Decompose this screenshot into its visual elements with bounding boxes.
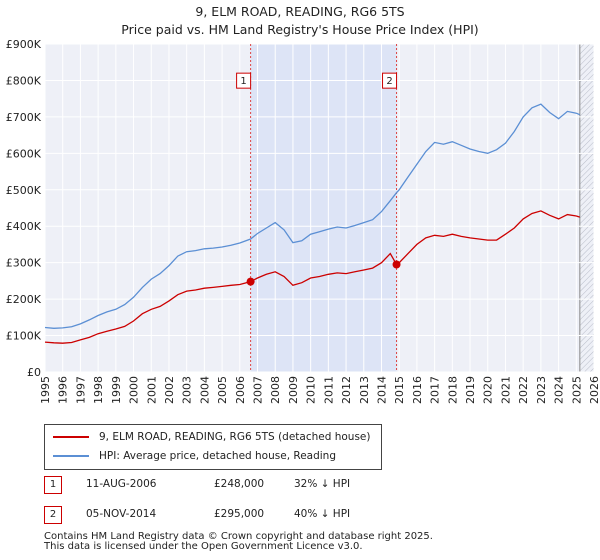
property-price-line bbox=[44, 210, 580, 344]
legend-swatch-hpi bbox=[53, 455, 89, 457]
legend-label-hpi: HPI: Average price, detached house, Read… bbox=[99, 450, 336, 462]
hpi-line bbox=[44, 103, 581, 329]
legend-label-property: 9, ELM ROAD, READING, RG6 5TS (detached … bbox=[99, 431, 371, 443]
x-tick-label: 1996 bbox=[57, 376, 70, 404]
x-tick-label: 1999 bbox=[110, 376, 123, 404]
transaction-hpi-diff: 40% ↓ HPI bbox=[294, 508, 351, 520]
x-tick-label: 2003 bbox=[181, 376, 194, 404]
x-tick-label: 2006 bbox=[234, 376, 247, 404]
x-tick-label: 2013 bbox=[358, 376, 371, 404]
y-tick-label: £100K bbox=[6, 330, 42, 343]
y-tick-label: £0 bbox=[27, 366, 41, 379]
legend: 9, ELM ROAD, READING, RG6 5TS (detached … bbox=[44, 424, 382, 470]
x-tick-label: 2020 bbox=[482, 376, 495, 404]
transaction-date: 11-AUG-2006 bbox=[86, 478, 157, 490]
x-tick-label: 2014 bbox=[375, 376, 388, 404]
x-tick-label: 2012 bbox=[340, 376, 353, 404]
x-tick-label: 1998 bbox=[92, 376, 105, 404]
x-tick-label: 2004 bbox=[198, 376, 211, 404]
x-tick-label: 2000 bbox=[128, 376, 141, 404]
x-tick-label: 2001 bbox=[145, 376, 158, 404]
y-tick-label: £500K bbox=[6, 184, 42, 197]
transaction-row: 2 05-NOV-2014 £295,000 40% ↓ HPI bbox=[44, 506, 444, 526]
future-hatch-region bbox=[579, 44, 594, 372]
x-tick-label: 2023 bbox=[535, 376, 548, 404]
x-tick-label: 2016 bbox=[411, 376, 424, 404]
y-tick-label: £400K bbox=[6, 220, 42, 233]
y-tick-label: £200K bbox=[6, 293, 42, 306]
x-tick-label: 1997 bbox=[74, 376, 87, 404]
ownership-period-shading bbox=[250, 44, 397, 372]
transaction-marker-box bbox=[382, 72, 398, 89]
y-tick-label: £900K bbox=[6, 38, 42, 51]
chart-title: 9, ELM ROAD, READING, RG6 5TS bbox=[195, 4, 405, 19]
y-tick-label: £700K bbox=[6, 111, 42, 124]
y-tick-label: £600K bbox=[6, 147, 42, 160]
x-tick-label: 2009 bbox=[287, 376, 300, 404]
legend-swatch-property bbox=[53, 436, 89, 438]
x-tick-label: 2025 bbox=[570, 376, 583, 404]
x-tick-label: 2022 bbox=[517, 376, 530, 404]
x-tick-label: 2002 bbox=[163, 376, 176, 404]
transaction-marker: 2 bbox=[44, 506, 62, 524]
x-tick-label: 2008 bbox=[269, 376, 282, 404]
transaction-marker-box bbox=[236, 72, 252, 89]
x-tick-label: 2019 bbox=[464, 376, 477, 404]
x-tick-label: 2017 bbox=[429, 376, 442, 404]
x-tick-label: 2010 bbox=[305, 376, 318, 404]
transaction-row: 1 11-AUG-2006 £248,000 32% ↓ HPI bbox=[44, 476, 444, 496]
footer-line-1: Contains HM Land Registry data © Crown c… bbox=[44, 531, 433, 542]
footer-copyright: Contains HM Land Registry data © Crown c… bbox=[44, 532, 433, 552]
transaction-marker: 1 bbox=[44, 476, 62, 494]
transaction-marker-label: 1 bbox=[240, 76, 246, 87]
transaction-point bbox=[246, 277, 255, 286]
y-tick-label: £300K bbox=[6, 257, 42, 270]
x-tick-label: 2026 bbox=[588, 376, 600, 404]
transaction-price: £248,000 bbox=[214, 478, 265, 490]
x-tick-label: 2015 bbox=[393, 376, 406, 404]
transaction-price: £295,000 bbox=[214, 508, 265, 520]
transaction-hpi-diff: 32% ↓ HPI bbox=[294, 478, 351, 490]
transaction-marker-label: 2 bbox=[386, 76, 392, 87]
x-tick-label: 2011 bbox=[322, 376, 335, 404]
transaction-date: 05-NOV-2014 bbox=[86, 508, 157, 520]
transaction-point bbox=[392, 260, 401, 269]
x-tick-label: 2018 bbox=[446, 376, 459, 404]
x-tick-label: 1995 bbox=[39, 376, 52, 404]
x-tick-label: 2021 bbox=[499, 376, 512, 404]
x-tick-label: 2024 bbox=[553, 376, 566, 404]
chart-subtitle: Price paid vs. HM Land Registry's House … bbox=[121, 22, 479, 37]
footer-line-2: This data is licensed under the Open Gov… bbox=[44, 541, 363, 552]
x-tick-label: 2005 bbox=[216, 376, 229, 404]
y-tick-label: £800K bbox=[6, 74, 42, 87]
x-tick-label: 2007 bbox=[252, 376, 265, 404]
price-chart: £0 £100K £200K £300K £400K £500K £600K £700K £80… bbox=[6, 38, 600, 404]
